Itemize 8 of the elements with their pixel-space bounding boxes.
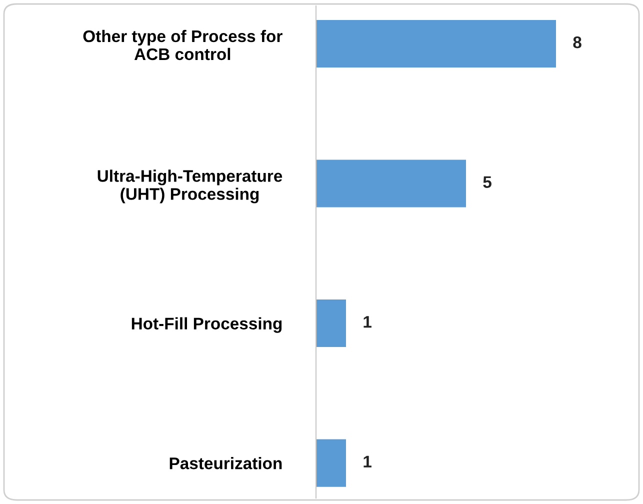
y-tick-label: Hot-Fill Processing (132, 317, 282, 333)
data-label: 1 (364, 456, 372, 468)
y-tick-label: Ultra-High-Temperature (UHT) Processing (98, 170, 282, 204)
y-tick-label: Pasteurization (170, 457, 282, 470)
data-label: 5 (483, 176, 492, 188)
data-label: 1 (364, 316, 372, 328)
data-label: 8 (573, 36, 582, 48)
y-tick-label: Other type of Process for ACB control (83, 30, 282, 60)
